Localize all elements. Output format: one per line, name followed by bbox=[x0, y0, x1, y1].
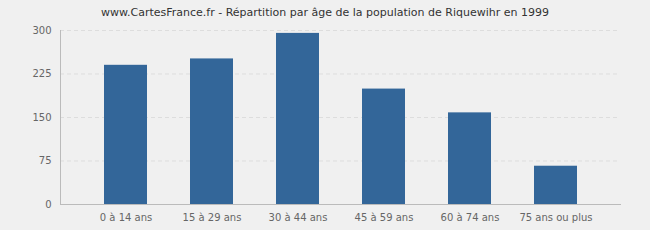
svg-text:300: 300 bbox=[32, 25, 51, 36]
svg-text:75: 75 bbox=[39, 155, 52, 166]
svg-text:30 à 44 ans: 30 à 44 ans bbox=[269, 212, 328, 223]
svg-text:60 à 74 ans: 60 à 74 ans bbox=[441, 212, 500, 223]
svg-text:150: 150 bbox=[32, 112, 51, 123]
svg-text:225: 225 bbox=[32, 68, 51, 79]
html-text:www.CartesFrance.fr - Répartit: www.CartesFrance.fr - Répartition par âg… bbox=[101, 6, 549, 19]
svg-text:15 à 29 ans: 15 à 29 ans bbox=[183, 212, 242, 223]
svg-text:75 ans ou plus: 75 ans ou plus bbox=[519, 212, 592, 223]
svg-text:0 à 14 ans: 0 à 14 ans bbox=[100, 212, 152, 223]
svg-text:0: 0 bbox=[45, 199, 51, 210]
svg-text:45 à 59 ans: 45 à 59 ans bbox=[355, 212, 414, 223]
